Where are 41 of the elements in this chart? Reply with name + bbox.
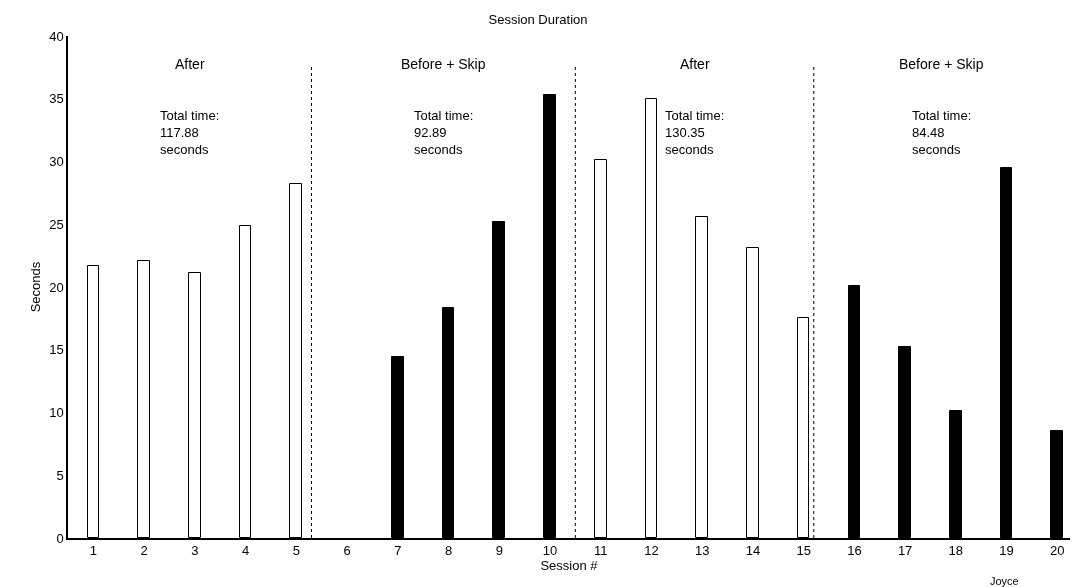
x-tick-label: 4 xyxy=(241,543,250,559)
x-tick-label: 2 xyxy=(140,543,148,559)
y-tick-label: 10 xyxy=(49,405,64,421)
annotation: After xyxy=(680,56,710,72)
y-tick-label: 0 xyxy=(56,530,64,546)
x-tick-label: 6 xyxy=(343,543,351,559)
annotation: Before + Skip xyxy=(401,56,486,72)
annotation: After xyxy=(175,56,205,72)
annotation: Total time: 130.35 seconds xyxy=(665,108,725,157)
y-tick-label: 15 xyxy=(49,342,64,358)
annotation: Total time: 117.88 seconds xyxy=(160,108,220,157)
y-tick-label: 25 xyxy=(49,216,64,232)
annotation: Total time: 92.89 seconds xyxy=(414,108,474,157)
chart-title: Session Duration xyxy=(488,11,588,27)
y-tick-label: 35 xyxy=(49,91,64,107)
x-tick-label: 17 xyxy=(897,543,913,559)
x-tick-label: 15 xyxy=(796,543,811,559)
y-tick-label: 40 xyxy=(49,28,64,44)
x-tick-label: 18 xyxy=(948,543,964,559)
x-tick-label: 1 xyxy=(89,543,97,559)
x-tick-label: 16 xyxy=(847,543,862,559)
x-tick-label: 19 xyxy=(999,543,1014,559)
x-tick-label: 12 xyxy=(644,543,659,559)
annotation: Before + Skip xyxy=(899,56,984,72)
x-tick-label: 9 xyxy=(495,543,503,559)
x-tick-label: 11 xyxy=(593,543,608,559)
x-tick-label: 3 xyxy=(191,543,199,559)
x-tick-label: 13 xyxy=(694,543,710,559)
y-tick-label: 30 xyxy=(49,154,64,170)
x-tick-label: 10 xyxy=(542,543,558,559)
x-tick-label: 7 xyxy=(394,543,402,559)
text: Joyce xyxy=(990,575,1019,587)
y-tick-label: 20 xyxy=(49,279,64,295)
x-axis-title: Session # xyxy=(540,558,599,574)
annotation: Total time: 84.48 seconds xyxy=(912,108,972,157)
y-tick-label: 5 xyxy=(56,467,64,483)
x-tick-label: 8 xyxy=(444,543,453,559)
y-axis-title: Seconds xyxy=(27,261,43,313)
x-tick-label: 14 xyxy=(745,543,761,559)
x-tick-label: 20 xyxy=(1050,543,1065,559)
x-tick-label: 5 xyxy=(292,543,300,559)
